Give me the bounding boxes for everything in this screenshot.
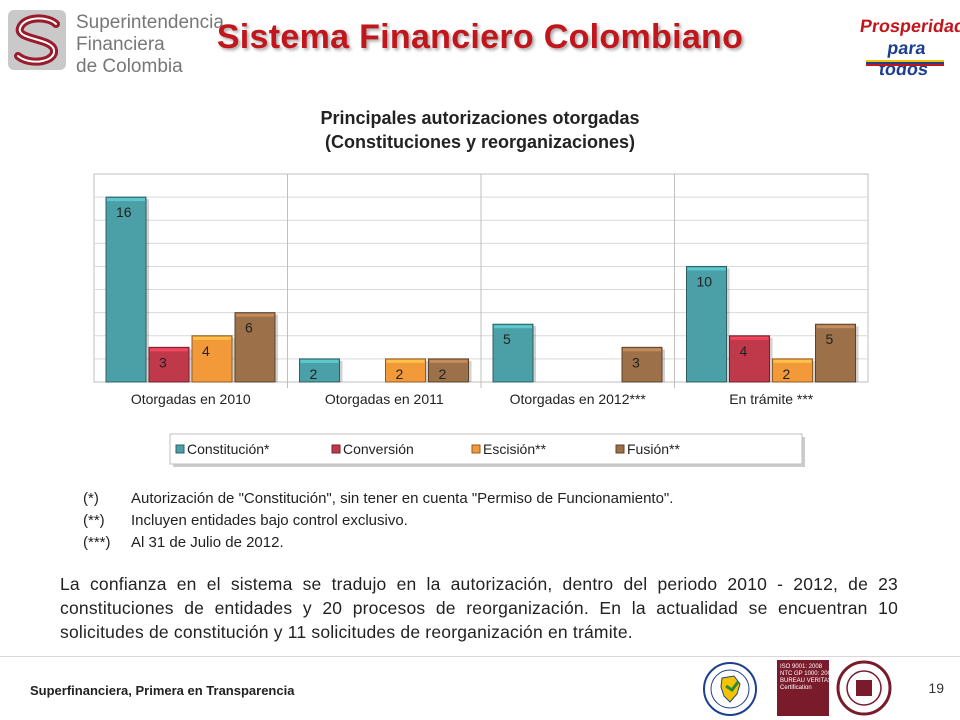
cert-line-1: ISO 9001: 2008: [780, 664, 823, 670]
iso-certification-badge: ISO 9001: 2008 NTC GP 1000: 2009 BUREAU …: [777, 660, 835, 716]
data-label: 6: [245, 320, 253, 336]
bar: [105, 196, 149, 383]
cert-line-4: Certification: [780, 685, 812, 691]
chart-title-line-1: Principales autorizaciones otorgadas: [320, 108, 640, 128]
footnotes: (*) Autorización de "Constitución", sin t…: [83, 488, 673, 554]
page-title: Sistema Financiero Colombiano: [216, 18, 744, 56]
data-label: 4: [202, 343, 210, 359]
legend-label: Escisión**: [483, 441, 547, 457]
category-label: En trámite ***: [729, 391, 814, 407]
footnote-3-mark: (***): [83, 534, 111, 551]
data-label: 3: [632, 354, 640, 370]
bar: [385, 358, 429, 383]
bar: [148, 346, 192, 383]
data-label: 4: [740, 343, 748, 359]
footnote-3-text: Al 31 de Julio de 2012.: [131, 534, 284, 551]
chart-title-line-2: (Constituciones y reorganizaciones): [324, 132, 636, 152]
logo-line-3: de Colombia: [76, 56, 183, 77]
data-label: 5: [503, 331, 511, 347]
legend-swatch: [175, 444, 185, 454]
category-label: Otorgadas en 2010: [131, 391, 251, 407]
legend-swatch: [615, 444, 625, 454]
legend-swatch: [471, 444, 481, 454]
legend-swatch: [331, 444, 341, 454]
category-label: Otorgadas en 2011: [325, 391, 444, 407]
legend-label: Conversión: [343, 441, 414, 457]
data-label: 2: [439, 366, 447, 382]
category-label: Otorgadas en 2012***: [510, 391, 647, 407]
bar: [428, 358, 472, 383]
footnote-1-text: Autorización de "Constitución", sin tene…: [131, 490, 674, 507]
legend-label: Constitución*: [187, 441, 270, 457]
sfc-logo: Superintendencia Financiera de Colombia: [8, 8, 228, 78]
cert-line-3: BUREAU VERITAS: [780, 678, 832, 684]
data-label: 2: [396, 366, 404, 382]
data-label: 2: [310, 366, 318, 382]
bar-chart: 16 3 4 6 Otorgadas en 2010 2 2 2 Otorgadas en 20…: [93, 173, 869, 467]
bar: [815, 323, 859, 383]
data-label: 3: [159, 354, 167, 370]
footer-tagline: Superfinanciera, Primera en Transparenci…: [30, 683, 295, 698]
footnote-2-mark: (**): [83, 512, 105, 529]
footer-divider: [0, 656, 960, 657]
bureau-veritas-seal-icon: [836, 660, 892, 716]
data-label: 16: [116, 204, 132, 220]
bar: [234, 312, 278, 383]
legend: [169, 433, 803, 465]
bar: [492, 323, 536, 383]
colombia-seal-icon: [703, 662, 757, 716]
prosperidad-logo: Prosperidad para todos: [858, 8, 960, 79]
bar: [191, 335, 235, 383]
bar: [686, 265, 730, 383]
bar: [621, 346, 665, 383]
footnote-3: (***) Al 31 de Julio de 2012.: [83, 532, 673, 554]
footnote-1-mark: (*): [83, 490, 99, 507]
data-label: 5: [826, 331, 834, 347]
legend-label: Fusión**: [627, 441, 680, 457]
prosperidad-logo-line-2: para todos: [877, 38, 930, 79]
summary-paragraph: La confianza en el sistema se tradujo en…: [60, 574, 898, 642]
data-label: 10: [697, 273, 713, 289]
cert-line-2: NTC GP 1000: 2009: [780, 671, 835, 677]
bar: [729, 335, 773, 383]
footnote-2: (**) Incluyen entidades bajo control excl…: [83, 510, 673, 532]
bar: [299, 358, 343, 383]
logo-line-2: Financiera: [76, 34, 165, 55]
footnote-1: (*) Autorización de "Constitución", sin t…: [83, 488, 673, 510]
sfc-logo-text: Superintendencia Financiera de Colombia: [76, 12, 224, 78]
chart-title: Principales autorizaciones otorgadas (Co…: [0, 106, 960, 154]
prosperidad-logo-line-1: Prosperidad: [858, 16, 960, 36]
page-number: 19: [928, 680, 944, 696]
sfc-logo-icon: [8, 10, 66, 70]
logo-line-1: Superintendencia: [76, 12, 224, 33]
data-label: 2: [783, 366, 791, 382]
footnote-2-text: Incluyen entidades bajo control exclusiv…: [131, 512, 408, 529]
bar: [772, 358, 816, 383]
flag-stripes-icon: [866, 60, 944, 66]
